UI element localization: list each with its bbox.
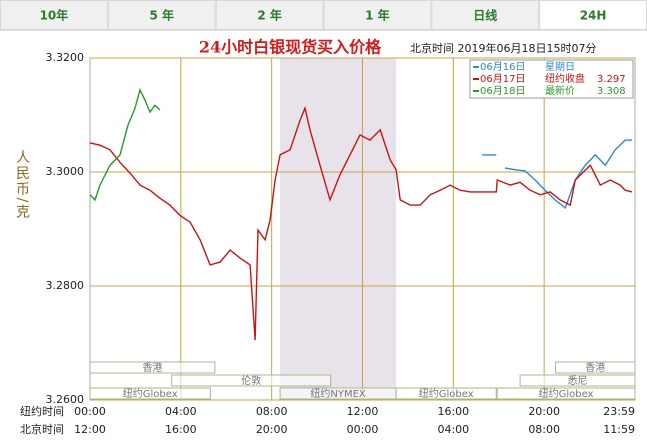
y-axis-label: 人民币/克	[14, 150, 30, 221]
series-line	[482, 139, 632, 210]
x2-tick-label: 08:00	[528, 423, 560, 436]
y-tick-label: 3.2800	[46, 279, 85, 292]
session-box	[555, 361, 636, 374]
tab[interactable]	[107, 0, 216, 30]
x2-tick-label: 12:00	[74, 423, 106, 436]
x2-tick-label: 20:00	[256, 423, 288, 436]
x-tick-label: 04:00	[165, 405, 197, 418]
session-box	[395, 387, 497, 400]
tab[interactable]	[215, 0, 324, 30]
session-label: 悉尼	[568, 375, 588, 387]
session-box	[519, 374, 636, 387]
session-box	[171, 374, 332, 387]
tab-label[interactable]: 日线	[473, 8, 497, 23]
session-label: 香港	[142, 362, 162, 374]
tab-label[interactable]: 1 年	[365, 8, 390, 23]
legend-value: 3.308	[597, 86, 626, 97]
tab-label[interactable]: 2 年	[257, 8, 282, 23]
x-tick-label: 12:00	[347, 405, 379, 418]
y-tick-label: 3.2600	[46, 393, 85, 406]
tab-label[interactable]: 24H	[580, 9, 607, 23]
y-tick-label: 3.3000	[46, 165, 85, 178]
x2-tick-label: 00:00	[347, 423, 379, 436]
x-tick-label: 00:00	[74, 405, 106, 418]
x2-tick-label: 16:00	[165, 423, 197, 436]
tab-label[interactable]: 10年	[40, 8, 69, 23]
session-shade	[280, 58, 397, 400]
legend-label: 最新价	[545, 84, 575, 97]
legend-box	[469, 59, 634, 99]
legend-label: 星期日	[545, 61, 575, 73]
x-tick-label: 20:00	[528, 405, 560, 418]
x-tick-label: 08:00	[256, 405, 288, 418]
legend-name: 06月17日	[480, 73, 525, 85]
session-label: 纽约Globex	[123, 387, 178, 400]
session-box	[89, 387, 211, 400]
chart-title: 24小时白银现货买入价格	[199, 38, 382, 57]
legend-name: 06月16日	[480, 61, 525, 73]
session-box	[496, 387, 636, 400]
session-label: 香港	[585, 362, 605, 374]
x2-row-label: 北京时间	[20, 422, 64, 436]
x-tick-label: 16:00	[437, 405, 469, 418]
session-label: 纽约NYMEX	[310, 387, 366, 400]
tab[interactable]	[0, 0, 108, 30]
session-label: 纽约Globex	[539, 387, 594, 400]
x-row-label: 纽约时间	[20, 404, 64, 418]
x-tick-label: 23:59	[603, 405, 635, 418]
x2-tick-label: 04:00	[437, 423, 469, 436]
tab-label[interactable]: 5 年	[149, 8, 174, 23]
session-label: 纽约Globex	[419, 387, 474, 400]
series-line	[89, 105, 633, 341]
x2-tick-label: 11:59	[603, 423, 635, 436]
session-label: 伦敦	[241, 374, 261, 387]
y-tick-label: 3.3200	[46, 51, 85, 64]
chart-subtitle: 北京时间 2019年06月18日15时07分	[410, 41, 596, 55]
legend-label: 纽约收盘	[545, 72, 585, 85]
session-box	[89, 361, 216, 374]
series-line	[89, 87, 161, 202]
legend-name: 06月18日	[480, 85, 525, 97]
legend-value: 3.297	[597, 74, 626, 85]
